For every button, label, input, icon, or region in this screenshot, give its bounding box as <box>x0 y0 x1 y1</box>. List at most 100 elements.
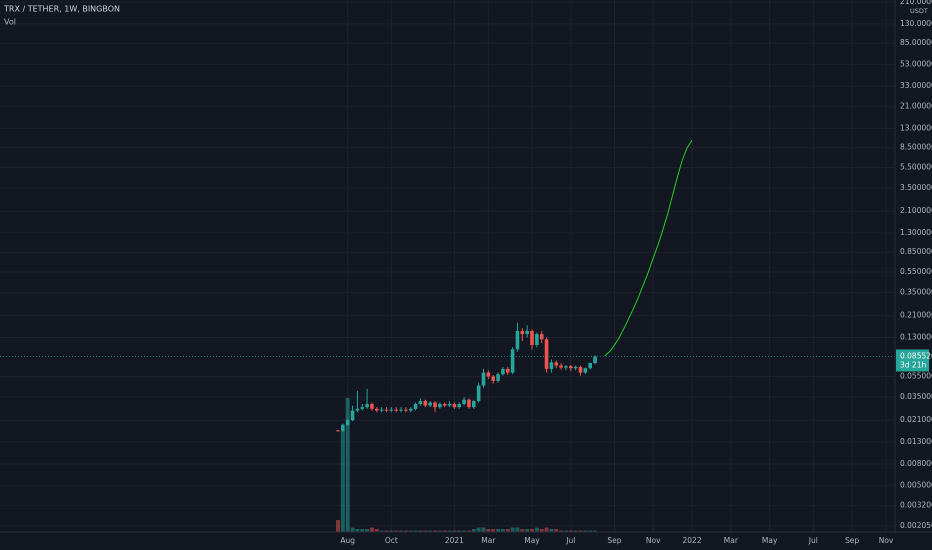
volume-bar <box>389 530 394 532</box>
volume-bar <box>530 529 534 532</box>
volume-bar <box>593 530 598 532</box>
candle-body <box>447 404 452 406</box>
volume-bar <box>408 530 413 532</box>
volume-bar <box>510 527 515 532</box>
volume-bar <box>336 520 340 532</box>
candle-body <box>399 409 403 411</box>
x-tick-label: Mar <box>724 536 739 545</box>
volume-bar <box>442 530 447 532</box>
candle-body <box>554 362 559 366</box>
candle-body <box>350 410 355 421</box>
volume-bar <box>515 527 520 532</box>
volume-bar <box>369 527 374 532</box>
volume-bar <box>573 530 578 532</box>
volume-bar <box>554 529 559 532</box>
current-price-box <box>896 349 929 372</box>
x-tick-label: Sep <box>845 536 859 545</box>
candle-body <box>394 409 398 411</box>
volume-bar <box>365 529 370 532</box>
y-tick-label: 5.500000 <box>900 162 932 171</box>
y-tick-label: 13.000000 <box>900 123 932 132</box>
volume-bar <box>476 527 481 532</box>
candle-body <box>549 362 554 369</box>
y-tick-label: 2.100000 <box>900 206 932 215</box>
y-tick-label: 33.000000 <box>900 81 932 90</box>
candle-body <box>467 399 471 408</box>
volume-bar <box>544 527 549 532</box>
y-tick-label: 0.002050 <box>900 521 932 530</box>
candle-body <box>505 368 510 373</box>
candle-body <box>573 366 578 369</box>
x-tick-label: May <box>524 536 540 545</box>
x-tick-label: Nov <box>879 536 894 545</box>
volume-bar <box>500 529 505 532</box>
volume-bar <box>418 530 423 532</box>
volume-bar <box>379 530 384 532</box>
candle-body <box>360 407 365 409</box>
volume-bar <box>423 530 428 532</box>
candle-body <box>438 404 442 408</box>
candle-body <box>370 404 374 409</box>
volume-bar <box>457 530 462 532</box>
candle-body <box>355 408 360 411</box>
volume-bar <box>403 530 408 532</box>
volume-bar <box>583 530 588 532</box>
candle-body <box>496 374 500 381</box>
candle-body <box>564 366 568 368</box>
volume-bar <box>374 529 379 532</box>
volume-bar <box>491 529 496 532</box>
candle-body <box>569 366 573 369</box>
volume-bar <box>360 529 365 532</box>
x-tick-label: 2021 <box>445 536 464 545</box>
volume-bar <box>399 530 404 532</box>
candle-body <box>530 330 534 346</box>
projection-line <box>604 140 693 357</box>
volume-bar <box>496 529 501 532</box>
y-tick-label: 210.000000 <box>900 0 932 6</box>
candle-body <box>379 409 384 411</box>
current-price-label: 0.085526 <box>900 351 932 360</box>
candle-body <box>428 402 432 406</box>
x-tick-label: Mar <box>481 536 496 545</box>
candle-body <box>365 404 369 408</box>
candle-body <box>476 385 481 402</box>
candle-body <box>501 368 505 375</box>
candle-body <box>384 409 389 411</box>
volume-bar <box>520 529 525 532</box>
volume-bar <box>428 530 433 532</box>
volume-bar <box>481 527 486 532</box>
candle-body <box>472 401 476 408</box>
candle-body <box>408 408 413 411</box>
volume-bar <box>437 530 442 532</box>
volume-bar <box>559 530 564 532</box>
volume-bar <box>413 530 418 532</box>
candle-body <box>433 402 437 408</box>
candle-body <box>345 420 350 425</box>
volume-bar <box>433 530 437 532</box>
candle-body <box>457 404 462 408</box>
candle-body <box>535 334 539 346</box>
volume-bar <box>525 529 530 532</box>
candle-body <box>442 404 447 406</box>
x-tick-label: Nov <box>646 536 661 545</box>
x-tick-label: Sep <box>607 536 621 545</box>
candle-body <box>588 363 592 369</box>
x-tick-label: Jul <box>808 536 818 545</box>
volume-bar <box>384 530 389 532</box>
candle-body <box>389 409 394 411</box>
candle-body <box>452 404 457 408</box>
volume-bar <box>534 527 539 532</box>
candle-body <box>559 365 563 368</box>
y-tick-label: 53.000000 <box>900 60 932 69</box>
